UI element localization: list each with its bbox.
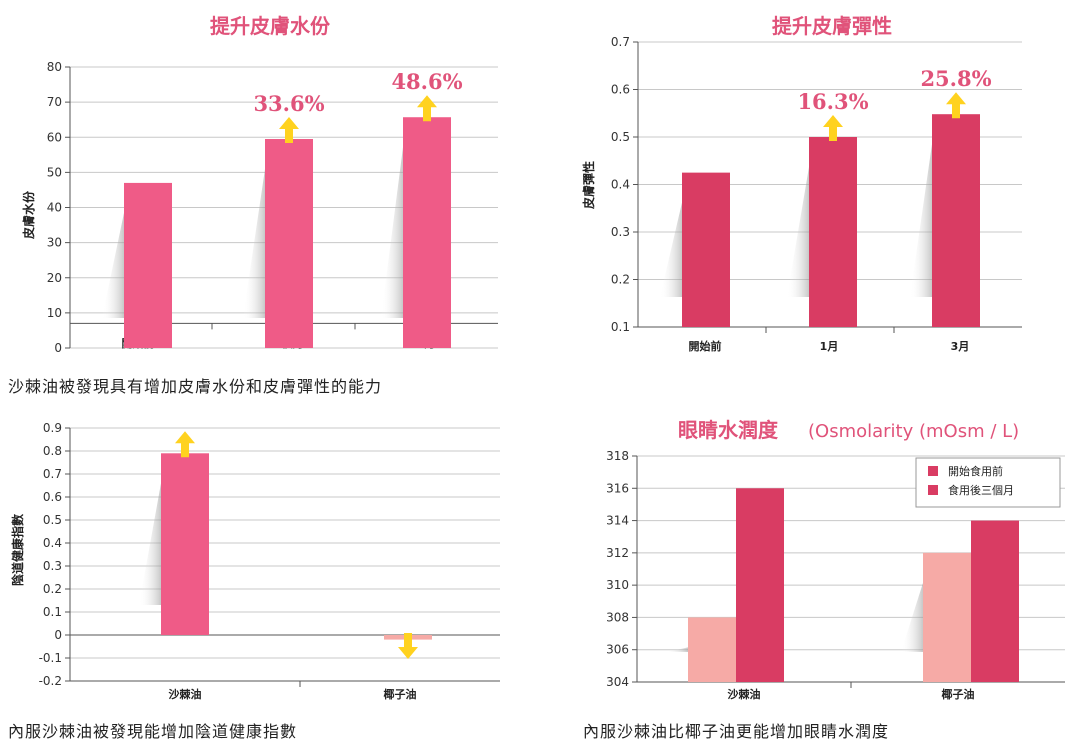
y-tick-label: 0.4 xyxy=(611,178,630,192)
y-tick-label: 0.5 xyxy=(43,513,62,527)
bar xyxy=(265,139,313,348)
bar-shadow xyxy=(139,483,161,605)
y-tick-label: 316 xyxy=(606,481,629,495)
bar xyxy=(682,172,730,327)
bar xyxy=(688,617,736,682)
data-label: 25.8% xyxy=(920,66,991,91)
y-tick-label: 0.1 xyxy=(611,320,630,334)
up-arrow-icon xyxy=(417,95,437,122)
y-tick-label: 312 xyxy=(606,546,629,560)
bar-shadow xyxy=(910,144,932,297)
y-tick-label: 0.7 xyxy=(43,467,62,481)
bar-shadow xyxy=(901,582,923,652)
bar-shadow xyxy=(660,202,682,297)
caption-bottom-right: 內服沙棘油比椰子油更能增加眼睛水潤度 xyxy=(583,722,890,741)
y-tick-label: 0.3 xyxy=(43,559,62,573)
legend-label: 開始食用前 xyxy=(948,464,1003,478)
y-tick-label: 0.6 xyxy=(43,490,62,504)
bar-shadow xyxy=(787,167,809,297)
bar xyxy=(124,182,172,348)
legend-label: 食用後三個月 xyxy=(948,483,1014,497)
category-label: 沙棘油 xyxy=(169,687,202,701)
chart-title-suffix: (Osmolarity (mOsm / L) xyxy=(808,421,1019,442)
y-tick-label: 0.5 xyxy=(611,130,630,144)
bar xyxy=(403,117,451,348)
bar-shadow xyxy=(381,147,403,318)
up-arrow-icon xyxy=(279,117,299,144)
category-label: 椰子油 xyxy=(384,687,417,701)
y-tick-label: 0.7 xyxy=(611,35,630,49)
y-tick-label: 304 xyxy=(606,675,629,689)
y-tick-label: 30 xyxy=(47,236,62,250)
category-label: 沙棘油 xyxy=(728,687,761,701)
y-tick-label: 310 xyxy=(606,578,629,592)
data-label: 33.6% xyxy=(253,91,324,116)
y-tick-label: 0.2 xyxy=(43,582,62,596)
y-tick-label: 308 xyxy=(606,610,629,624)
bar-shadow xyxy=(666,647,688,652)
bar xyxy=(932,114,980,327)
y-tick-label: 0.2 xyxy=(611,273,630,287)
legend-swatch xyxy=(928,485,938,495)
caption-top-left: 沙棘油被發現具有增加皮膚水份和皮膚彈性的能力 xyxy=(8,377,383,396)
y-tick-label: 306 xyxy=(606,643,629,657)
legend-box xyxy=(915,457,1061,508)
data-label: 48.6% xyxy=(391,69,462,94)
y-tick-label: 0 xyxy=(54,628,62,642)
bar-shadow xyxy=(102,212,124,318)
y-tick-label: 60 xyxy=(47,130,62,144)
up-arrow-icon xyxy=(946,92,966,119)
chart-title: 眼睛水潤度 xyxy=(678,418,779,442)
y-tick-label: -0.1 xyxy=(39,651,62,665)
data-label: 16.3% xyxy=(797,89,868,114)
y-tick-label: 318 xyxy=(606,449,629,463)
y-tick-label: 10 xyxy=(47,306,62,320)
y-tick-label: 0.8 xyxy=(43,444,62,458)
bar xyxy=(736,488,784,682)
y-axis-label: 陰道健康指數 xyxy=(10,514,25,586)
y-tick-label: 0.1 xyxy=(43,605,62,619)
y-axis-label: 皮膚彈性 xyxy=(581,161,596,210)
up-arrow-icon xyxy=(175,431,195,458)
y-tick-label: 0.3 xyxy=(611,225,630,239)
category-label: 3月 xyxy=(951,340,970,353)
category-label: 1月 xyxy=(820,340,839,353)
up-arrow-icon xyxy=(823,115,843,141)
y-tick-label: 20 xyxy=(47,271,62,285)
y-tick-label: 0.9 xyxy=(43,421,62,435)
y-tick-label: 80 xyxy=(47,60,62,74)
y-tick-label: 314 xyxy=(606,514,629,528)
down-arrow-icon xyxy=(398,633,418,659)
category-label: 椰子油 xyxy=(942,687,975,701)
legend-swatch xyxy=(928,466,938,476)
y-axis-label: 皮膚水份 xyxy=(21,190,36,240)
bar xyxy=(809,137,857,327)
y-tick-label: -0.2 xyxy=(39,674,62,688)
y-tick-label: 0 xyxy=(54,341,62,355)
caption-bottom-left: 內服沙棘油被發現能增加陰道健康指數 xyxy=(8,722,298,741)
chart-title: 提升皮膚水份 xyxy=(210,14,331,38)
bar xyxy=(971,520,1019,682)
bar xyxy=(161,453,209,635)
category-label: 開始前 xyxy=(689,339,722,353)
y-tick-label: 70 xyxy=(47,95,62,109)
chart-title: 提升皮膚彈性 xyxy=(772,14,892,38)
y-tick-label: 0.4 xyxy=(43,536,62,550)
bar-shadow xyxy=(243,169,265,318)
y-tick-label: 0.6 xyxy=(611,83,630,97)
y-tick-label: 50 xyxy=(47,165,62,179)
y-tick-label: 40 xyxy=(47,201,62,215)
bar xyxy=(923,552,971,682)
